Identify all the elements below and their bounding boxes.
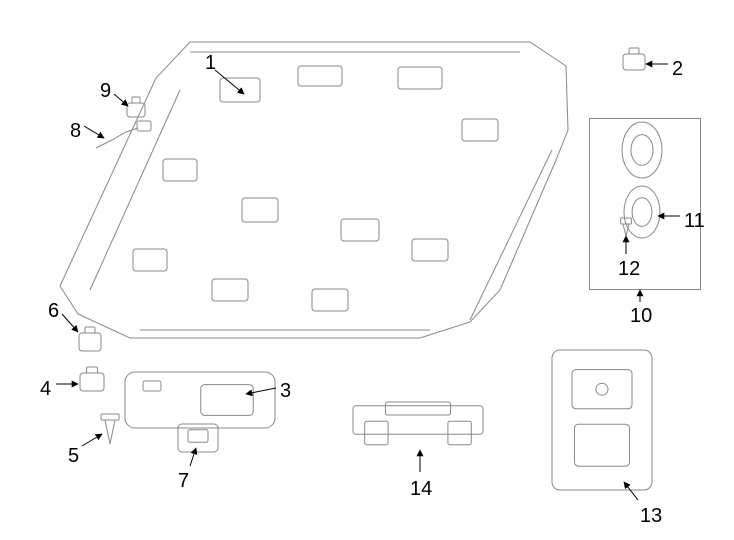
callout-13: 13 xyxy=(640,505,662,528)
callout-8: 8 xyxy=(70,120,81,143)
callout-7: 7 xyxy=(178,470,189,493)
callout-3: 3 xyxy=(280,380,291,403)
callout-1: 1 xyxy=(205,52,216,75)
callout-10: 10 xyxy=(630,305,652,328)
diagram-canvas: 1 2 3 4 5 6 7 8 9 10 11 12 13 14 xyxy=(0,0,734,540)
callout-2: 2 xyxy=(672,58,683,81)
callout-5: 5 xyxy=(68,445,79,468)
callout-11: 11 xyxy=(684,210,705,233)
callout-9: 9 xyxy=(100,80,111,103)
callout-14: 14 xyxy=(410,478,432,501)
panel-10 xyxy=(589,118,701,290)
callout-6: 6 xyxy=(48,300,59,323)
callout-12: 12 xyxy=(618,258,640,281)
callout-4: 4 xyxy=(40,378,51,401)
